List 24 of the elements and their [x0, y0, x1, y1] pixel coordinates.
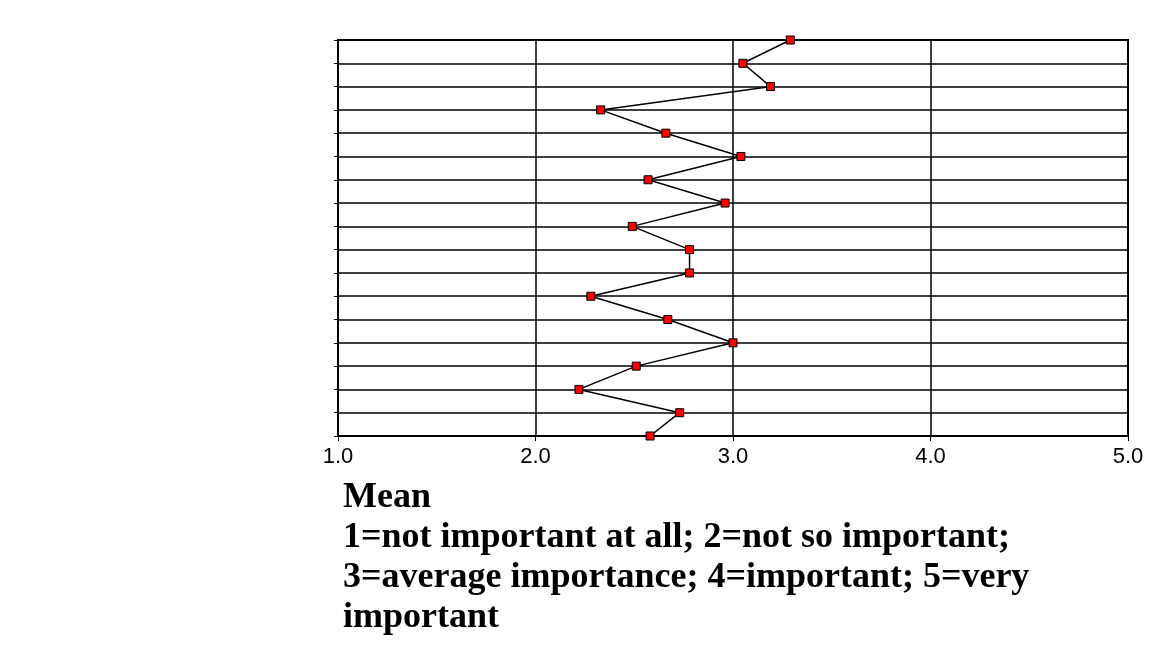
- point: [627, 221, 637, 231]
- point: [766, 82, 776, 92]
- x-tick-label: 4.0: [915, 442, 946, 468]
- point: [785, 35, 795, 45]
- x-tick-label: 5.0: [1112, 442, 1144, 468]
- x-tick-label: 2.0: [520, 442, 551, 468]
- point: [596, 105, 606, 115]
- point: [736, 151, 746, 161]
- point: [586, 291, 596, 301]
- point: [675, 408, 685, 418]
- point: [663, 315, 673, 325]
- point: [720, 198, 730, 208]
- point: [574, 384, 584, 394]
- point: [738, 58, 748, 68]
- point: [631, 361, 641, 371]
- x-axis-title: Mean 1=not important at all; 2=not so important; 3=average importance; 4=important; 5=very important: [343, 475, 1039, 635]
- point: [645, 431, 655, 441]
- x-tick-label: 1.0: [322, 442, 354, 468]
- point: [728, 338, 738, 348]
- point: [685, 245, 695, 255]
- point: [685, 268, 695, 278]
- point: [643, 175, 653, 185]
- x-tick-label: 3.0: [717, 442, 749, 468]
- point: [661, 128, 671, 138]
